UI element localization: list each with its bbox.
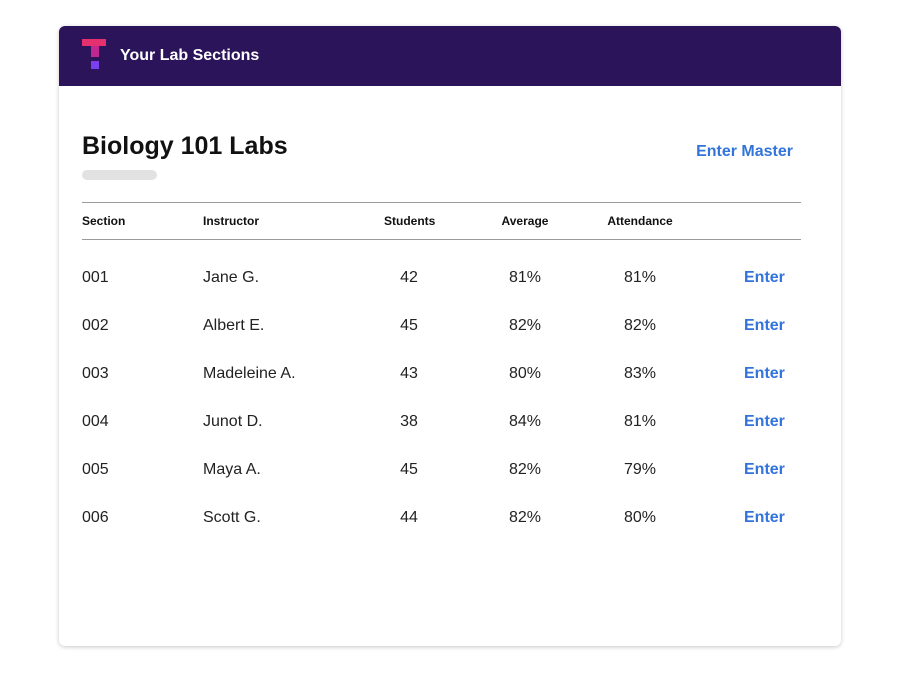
instructor-name: Madeleine A. — [203, 365, 296, 382]
attendance-rate: 82% — [623, 317, 657, 334]
student-count: 42 — [400, 269, 418, 286]
table-row: 005 Maya A. 45 82% 79% Enter — [82, 446, 801, 494]
student-count: 45 — [400, 317, 418, 334]
average-score: 82% — [508, 509, 542, 526]
title-underline — [82, 170, 157, 180]
table-row: 001 Jane G. 42 81% 81% Enter — [82, 254, 801, 302]
instructor-name: Scott G. — [203, 509, 261, 526]
average-score: 82% — [508, 317, 542, 334]
student-count: 44 — [400, 509, 418, 526]
table-body: 001 Jane G. 42 81% 81% Enter 002 Albert … — [82, 240, 801, 542]
column-header-section: Section — [82, 214, 126, 228]
column-header-instructor: Instructor — [203, 214, 260, 228]
student-count: 45 — [400, 461, 418, 478]
lab-sections-card: Your Lab Sections Biology 101 Labs Enter… — [59, 26, 841, 646]
section-number: 001 — [82, 269, 109, 286]
average-score: 81% — [508, 269, 542, 286]
instructor-name: Maya A. — [203, 461, 261, 478]
logo-icon — [82, 39, 106, 73]
table-row: 004 Junot D. 38 84% 81% Enter — [82, 398, 801, 446]
student-count: 38 — [400, 413, 418, 430]
section-number: 002 — [82, 317, 109, 334]
enter-master-link[interactable]: Enter Master — [696, 143, 793, 160]
table-row: 003 Madeleine A. 43 80% 83% Enter — [82, 350, 801, 398]
enter-section-link[interactable]: Enter — [744, 509, 785, 526]
average-score: 84% — [508, 413, 542, 430]
average-score: 80% — [508, 365, 542, 382]
enter-section-link[interactable]: Enter — [744, 317, 785, 334]
attendance-rate: 81% — [623, 413, 657, 430]
column-header-average: Average — [501, 214, 549, 228]
column-header-attendance: Attendance — [607, 214, 673, 228]
page-title: Biology 101 Labs — [82, 132, 288, 160]
student-count: 43 — [400, 365, 418, 382]
instructor-name: Jane G. — [203, 269, 260, 286]
table-header: Section Instructor Students Average Atte… — [82, 202, 801, 240]
column-header-students: Students — [384, 214, 436, 228]
instructor-name: Albert E. — [203, 317, 265, 334]
enter-section-link[interactable]: Enter — [744, 461, 785, 478]
enter-section-link[interactable]: Enter — [744, 269, 785, 286]
table-row: 002 Albert E. 45 82% 82% Enter — [82, 302, 801, 350]
enter-section-link[interactable]: Enter — [744, 365, 785, 382]
table-row: 006 Scott G. 44 82% 80% Enter — [82, 494, 801, 542]
sections-table: Section Instructor Students Average Atte… — [82, 202, 801, 542]
attendance-rate: 79% — [623, 461, 657, 478]
section-number: 003 — [82, 365, 109, 382]
section-number: 005 — [82, 461, 109, 478]
app-title: Your Lab Sections — [120, 47, 260, 64]
top-bar: Your Lab Sections — [59, 26, 841, 86]
section-number: 006 — [82, 509, 109, 526]
attendance-rate: 83% — [623, 365, 657, 382]
enter-section-link[interactable]: Enter — [744, 413, 785, 430]
attendance-rate: 81% — [623, 269, 657, 286]
section-number: 004 — [82, 413, 109, 430]
attendance-rate: 80% — [623, 509, 657, 526]
instructor-name: Junot D. — [203, 413, 263, 430]
average-score: 82% — [508, 461, 542, 478]
